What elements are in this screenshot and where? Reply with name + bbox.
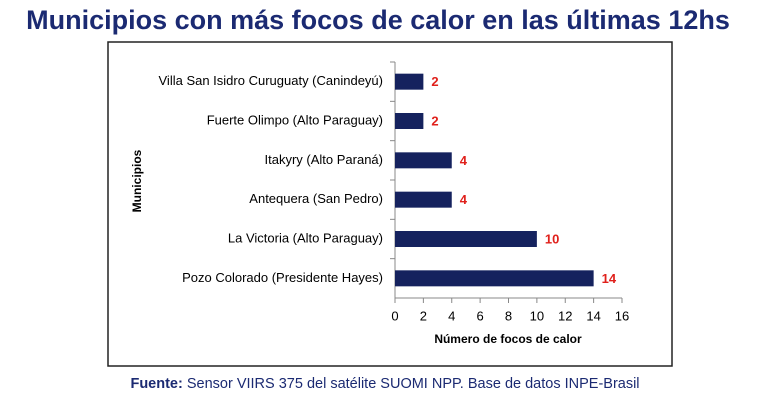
- data-label: 4: [460, 192, 468, 207]
- chart-frame: [107, 41, 673, 367]
- bar: [395, 113, 424, 129]
- y-tick-label: Pozo Colorado (Presidente Hayes): [182, 270, 383, 285]
- data-label: 14: [602, 271, 617, 286]
- data-label: 10: [545, 231, 559, 246]
- source: Fuente: Sensor VIIRS 375 del satélite SU…: [130, 376, 639, 392]
- x-tick-label: 16: [615, 308, 629, 323]
- x-tick-label: 4: [448, 308, 455, 323]
- bar: [395, 73, 424, 90]
- source-label: Fuente:: [130, 376, 182, 392]
- y-axis-label: Municipios: [130, 149, 144, 212]
- bar: [395, 270, 594, 287]
- y-tick-label: Villa San Isidro Curuguaty (Canindeyú): [159, 73, 384, 88]
- x-tick-label: 10: [530, 308, 544, 323]
- x-axis-label: Número de focos de calor: [434, 332, 582, 346]
- x-tick-label: 2: [420, 308, 427, 323]
- x-tick-label: 0: [391, 308, 398, 323]
- y-tick-label: Itakyry (Alto Paraná): [265, 152, 384, 167]
- chart-title: Municipios con más focos de calor en las…: [26, 5, 730, 35]
- source-text: Sensor VIIRS 375 del satélite SUOMI NPP.…: [187, 376, 640, 392]
- bar: [395, 231, 537, 247]
- y-tick-label: La Victoria (Alto Paraguay): [228, 230, 383, 245]
- y-tick-label: Antequera (San Pedro): [249, 191, 383, 206]
- x-tick-label: 8: [505, 308, 512, 323]
- bar: [395, 191, 452, 208]
- data-label: 2: [431, 74, 438, 89]
- data-label: 2: [431, 113, 438, 128]
- data-label: 4: [460, 153, 468, 168]
- x-tick-label: 6: [477, 308, 484, 323]
- y-tick-label: Fuerte Olimpo (Alto Paraguay): [207, 112, 383, 127]
- x-tick-label: 12: [558, 308, 572, 323]
- bar: [395, 152, 452, 169]
- x-tick-label: 14: [586, 308, 600, 323]
